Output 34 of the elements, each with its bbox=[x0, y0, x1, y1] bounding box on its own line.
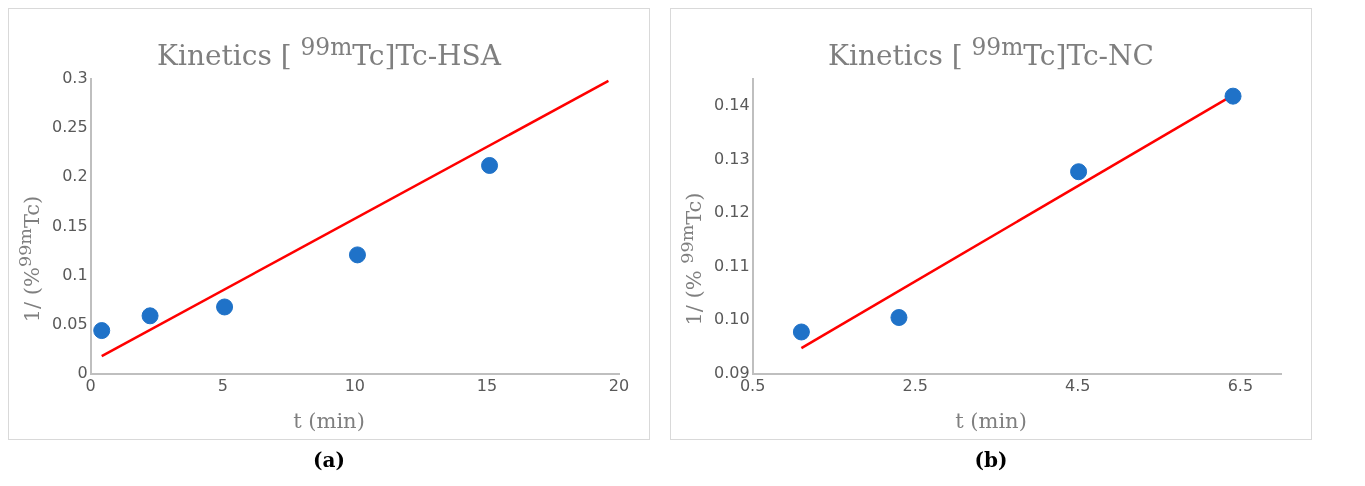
point bbox=[792, 323, 810, 341]
y-tick-label: 0.12 bbox=[714, 202, 750, 222]
point bbox=[890, 309, 908, 327]
x-axis-title: t (min) bbox=[292, 409, 366, 433]
point bbox=[348, 246, 366, 264]
y-tick-label: 0.15 bbox=[52, 215, 88, 235]
x-tick-label: 4.5 bbox=[1065, 375, 1091, 395]
x-tick-label: 6.5 bbox=[1227, 375, 1254, 395]
text: (b) bbox=[973, 448, 1009, 472]
x-tick-label: 20 bbox=[608, 375, 630, 395]
point bbox=[481, 156, 499, 174]
point bbox=[141, 307, 159, 325]
chart-title: Kinetics [ $^{99m}$Tc]Tc-NC bbox=[827, 33, 1155, 73]
y-tick-label: 0.1 bbox=[62, 264, 88, 284]
point bbox=[93, 322, 111, 340]
y-tick-label: 0.10 bbox=[714, 309, 750, 329]
point bbox=[216, 298, 234, 316]
text: (a) bbox=[312, 448, 346, 472]
x-tick-label: 15 bbox=[476, 375, 498, 395]
point bbox=[1070, 163, 1088, 181]
x-axis-title: t (min) bbox=[954, 409, 1028, 433]
x-tick-label: 5 bbox=[217, 375, 228, 395]
y-tick-label: 0.14 bbox=[714, 94, 750, 114]
y-tick-label: 0.2 bbox=[62, 166, 88, 186]
point bbox=[1224, 87, 1242, 105]
chart-title: Kinetics [ $^{99m}$Tc]Tc-HSA bbox=[157, 33, 501, 73]
x-tick-label: 10 bbox=[344, 375, 365, 395]
x-tick-label: 2.5 bbox=[902, 375, 928, 395]
y-tick-label: 0.11 bbox=[714, 255, 750, 275]
y-tick-label: 0.13 bbox=[714, 148, 750, 168]
y-tick-label: 0.05 bbox=[52, 313, 88, 333]
y-tick-label: 0 bbox=[77, 362, 88, 382]
y-tick-label: 0.25 bbox=[52, 117, 88, 137]
y-tick-label: 0.3 bbox=[62, 68, 88, 88]
